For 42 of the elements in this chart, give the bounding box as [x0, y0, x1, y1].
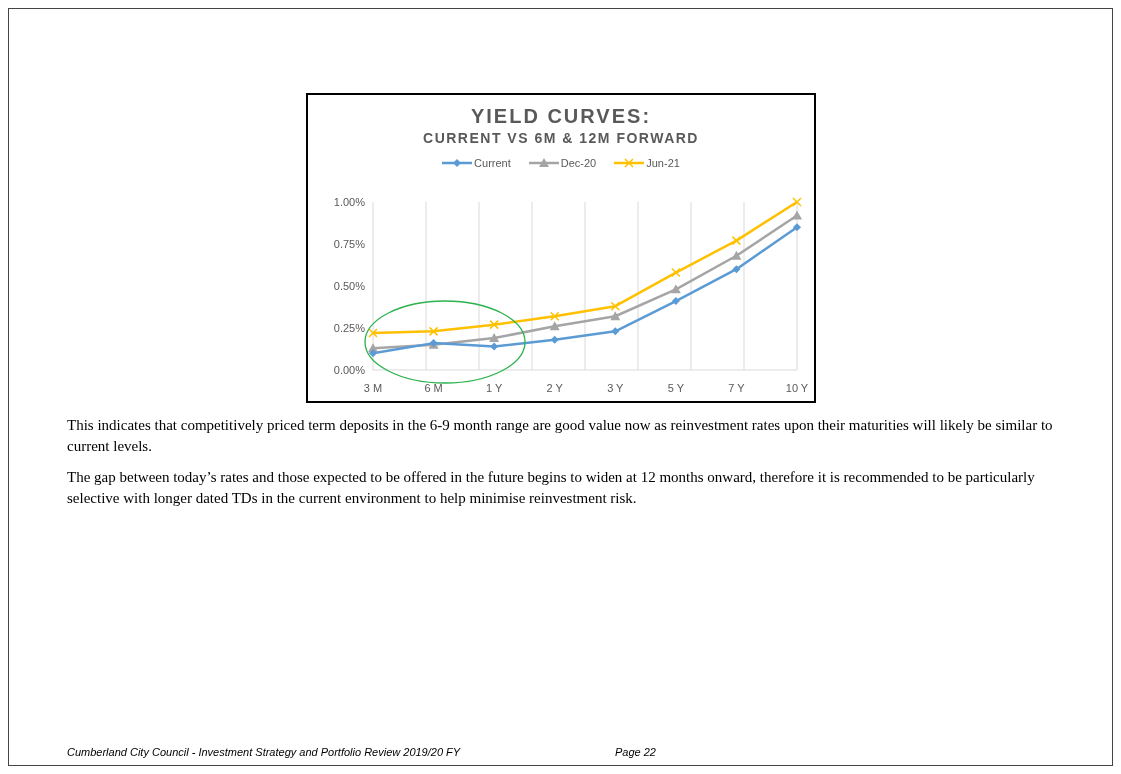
- point: [793, 223, 801, 232]
- text: This indicates that competitively priced term deposits in the 6-9 month range are good value now as reinvestment rates upon their maturities will likely be similar to current levels.: [67, 416, 1054, 456]
- x-tick-label: 6 M: [424, 381, 443, 394]
- x-tick-label: 3 M: [363, 381, 383, 394]
- point: [731, 250, 742, 260]
- point: [670, 284, 681, 294]
- x-tick-label: 3 Y: [607, 381, 625, 394]
- point: [611, 327, 620, 336]
- legend-label: Current: [474, 157, 511, 169]
- y-tick-label: 1.00%: [333, 195, 366, 208]
- x-tick-label: 10 Y: [785, 381, 809, 394]
- point: [490, 342, 499, 351]
- x-tick-label: 7 Y: [728, 381, 746, 394]
- y-tick-label: 0.75%: [333, 237, 366, 250]
- point: [489, 333, 500, 343]
- point: [610, 311, 621, 321]
- point: [368, 328, 378, 338]
- point: [671, 267, 681, 278]
- point: [610, 301, 621, 311]
- point: [732, 265, 741, 274]
- legend-label: Dec-20: [560, 157, 597, 169]
- text: Page 22: [615, 746, 656, 758]
- x-tick-label: 1 Y: [485, 381, 503, 394]
- point: [549, 311, 560, 321]
- text: Cumberland City Council - Investment Strategy and Portfolio Review 2019/20 FY: [67, 746, 461, 758]
- legend-label: Jun-21: [646, 157, 680, 169]
- x-tick-label: 2 Y: [546, 381, 564, 394]
- text: The gap between today’s rates and those expected to be offered in the future begins to widen at 12 months onward, therefore it is recommended to be particularly selective with longer dated TDs in the current environment to help minimise reinvestment risk.: [67, 468, 1036, 508]
- point: [428, 326, 439, 337]
- point: [671, 297, 680, 306]
- point: [550, 335, 559, 344]
- point: [369, 349, 377, 358]
- x-tick-label: 5 Y: [667, 381, 685, 394]
- chart-subtitle: CURRENT VS 6M & 12M FORWARD: [422, 130, 700, 146]
- point: [489, 319, 499, 330]
- point: [731, 235, 742, 246]
- chart-title: YIELD CURVES:: [469, 105, 653, 128]
- point: [549, 321, 560, 331]
- y-tick-label: 0.25%: [333, 321, 366, 334]
- y-tick-label: 0.00%: [333, 363, 366, 376]
- y-tick-label: 0.50%: [333, 279, 366, 292]
- point: [792, 197, 802, 207]
